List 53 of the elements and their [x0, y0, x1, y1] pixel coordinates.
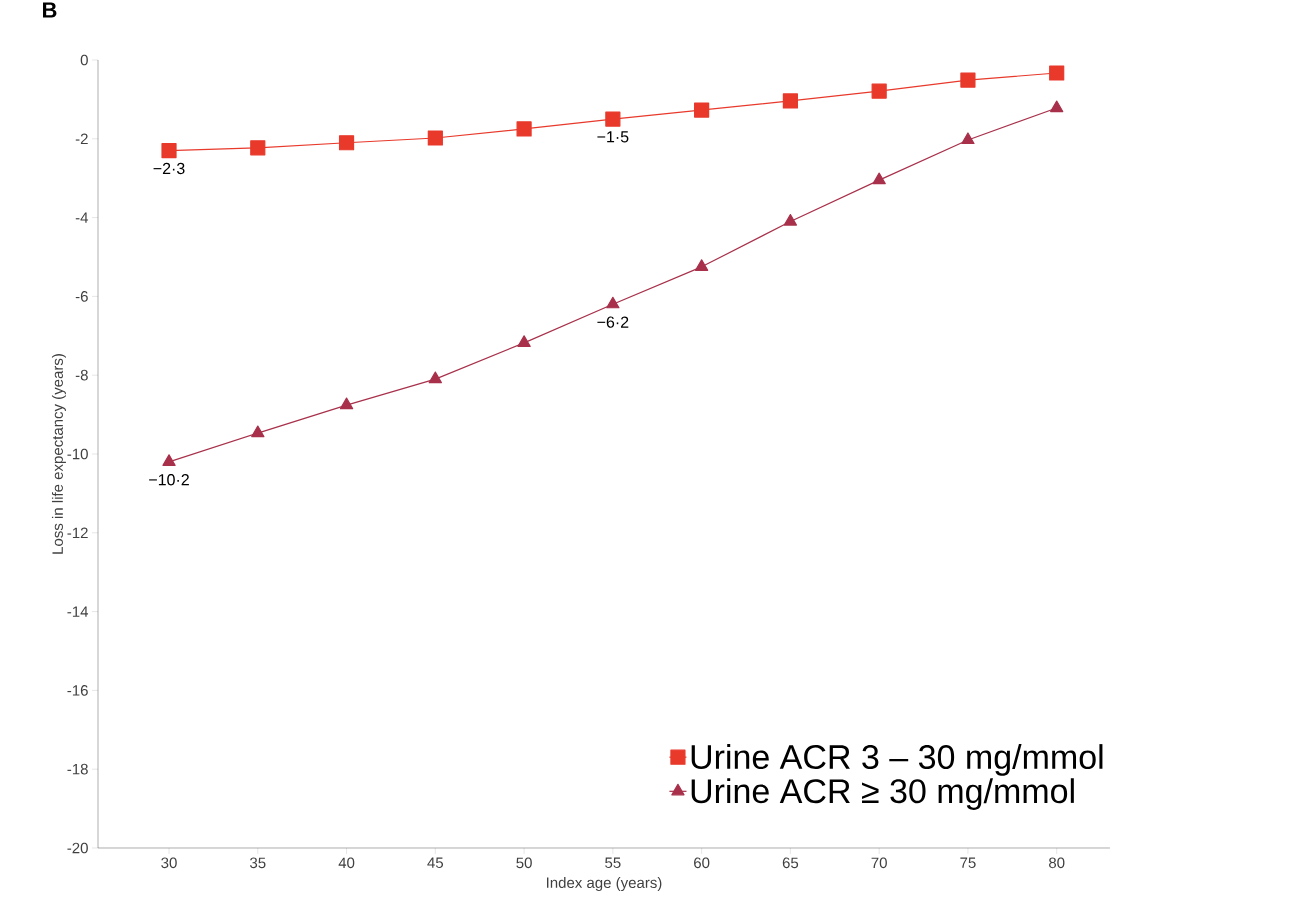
data-label: −2·3: [153, 162, 185, 175]
data-label: −6·2: [597, 316, 629, 328]
y-tick-label: -10: [67, 448, 88, 460]
data-label: −10·2: [149, 474, 189, 486]
point: [338, 135, 355, 151]
point: [782, 93, 798, 109]
point: [162, 454, 176, 466]
y-tick-label: -12: [67, 527, 88, 539]
point: [1050, 100, 1064, 113]
point: [251, 425, 265, 438]
point: [871, 83, 887, 99]
y-tick-label: 0: [80, 54, 88, 66]
y-tick-label: -2: [75, 133, 88, 145]
y-axis-title: Loss in life expectancy (years): [51, 354, 66, 554]
y-tick-label: -4: [75, 212, 89, 223]
point: [872, 172, 886, 185]
point: [427, 130, 443, 146]
x-tick-label: 60: [694, 857, 710, 869]
point: [783, 213, 798, 226]
y-tick-label: -16: [67, 685, 88, 696]
x-tick-label: 75: [960, 857, 976, 868]
y-tick-label: -14: [67, 606, 89, 617]
x-tick-label: 45: [427, 857, 444, 868]
legend-label: Urine ACR ≥ 30 mg/mmol: [691, 778, 1074, 810]
x-tick-label: 30: [161, 857, 177, 869]
legend-label: Urine ACR 3 – 30 mg/mmol: [691, 744, 1103, 776]
y-tick-label: -8: [75, 369, 88, 381]
point: [605, 111, 621, 127]
point: [960, 72, 976, 88]
point: [1049, 65, 1065, 81]
x-tick-label: 35: [250, 857, 266, 869]
point: [606, 296, 620, 309]
point: [961, 132, 975, 145]
data-label: −1·5: [597, 131, 629, 143]
x-axis-title: Index age (years): [547, 877, 662, 891]
x-tick-label: 50: [516, 857, 532, 869]
x-tick-label: 70: [871, 857, 887, 869]
point: [161, 143, 177, 159]
x-tick-label: 65: [782, 857, 799, 869]
point: [250, 140, 266, 156]
point: [516, 121, 532, 137]
x-tick-label: 80: [1049, 857, 1065, 869]
chart-title: B: [43, 2, 57, 18]
y-tick-label: -20: [67, 842, 88, 854]
x-tick-label: 55: [605, 857, 621, 868]
point: [428, 371, 442, 384]
point: [694, 102, 710, 118]
x-tick-label: 40: [338, 857, 355, 869]
y-tick-label: -18: [67, 763, 88, 775]
point: [694, 259, 709, 271]
point: [339, 397, 354, 410]
point: [517, 335, 531, 347]
y-tick-label: -6: [75, 291, 88, 302]
